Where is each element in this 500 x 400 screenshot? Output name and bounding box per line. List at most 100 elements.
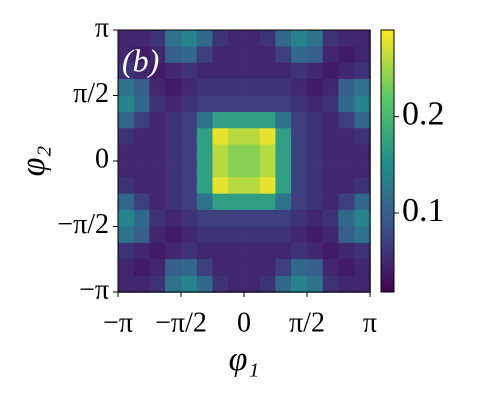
heatmap-cell <box>291 62 308 80</box>
heatmap-cell <box>338 79 355 96</box>
heatmap-cell <box>149 161 166 179</box>
heatmap-cell <box>354 29 371 47</box>
heatmap-cell <box>196 29 214 47</box>
heatmap-cell <box>212 46 229 64</box>
heatmap-cell <box>228 226 245 244</box>
heatmap-cell <box>275 275 292 293</box>
heatmap-cell <box>244 111 261 129</box>
heatmap-cell <box>181 259 198 277</box>
heatmap-cell <box>259 144 277 162</box>
heatmap-cell <box>181 242 198 260</box>
heatmap-cell <box>275 177 292 195</box>
heatmap-cell <box>244 128 261 146</box>
heatmap-cell <box>181 46 198 64</box>
heatmap-cell <box>275 46 292 64</box>
heatmap-cell <box>338 144 355 162</box>
heatmap-cell <box>259 111 277 129</box>
heatmap-cell <box>244 144 261 162</box>
heatmap-cell <box>149 209 166 227</box>
heatmap-cell <box>165 79 182 96</box>
heatmap-cell <box>354 79 371 96</box>
heatmap-cell <box>307 193 324 211</box>
heatmap-cell <box>275 161 292 179</box>
heatmap-cell <box>149 29 166 47</box>
heatmap-cell <box>117 275 135 293</box>
heatmap-cell <box>338 259 355 277</box>
heatmap-cell <box>117 259 135 277</box>
heatmap-cell <box>307 209 324 227</box>
heatmap-cell <box>196 62 214 80</box>
heatmap-cell <box>165 46 182 64</box>
heatmap-cell <box>275 128 292 146</box>
heatmap-cell <box>307 177 324 195</box>
heatmap-cell <box>196 144 214 162</box>
heatmap-cell <box>212 95 229 113</box>
heatmap-cell <box>291 259 308 277</box>
heatmap-cell <box>244 259 261 277</box>
heatmap-cell <box>149 177 166 195</box>
heatmap-cell <box>244 209 261 227</box>
heatmap-cell <box>165 128 182 146</box>
heatmap-cell <box>244 62 261 80</box>
heatmap-cell <box>338 275 355 293</box>
heatmap-cell <box>149 259 166 277</box>
heatmap-cell <box>196 209 214 227</box>
heatmap-cell <box>228 62 245 80</box>
heatmap-cell <box>291 226 308 244</box>
heatmap-cell <box>212 242 229 260</box>
heatmap-cell <box>322 275 340 293</box>
heatmap-cell <box>181 79 198 96</box>
heatmap-cell <box>212 62 229 80</box>
colorbar-tick-label: 0.1 <box>402 192 445 229</box>
heatmap-cell <box>307 259 324 277</box>
heatmap-cell <box>117 46 135 64</box>
heatmap-cell <box>196 95 214 113</box>
heatmap-cell <box>354 242 371 260</box>
heatmap-cell <box>228 193 245 211</box>
heatmap-cell <box>117 242 135 260</box>
heatmap-cell <box>244 46 261 64</box>
heatmap-cell <box>196 242 214 260</box>
heatmap-cell <box>291 144 308 162</box>
heatmap-cell <box>259 226 277 244</box>
heatmap-cell <box>259 275 277 293</box>
heatmap-cell <box>165 29 182 47</box>
heatmap-cell <box>196 193 214 211</box>
heatmap-cell <box>307 161 324 179</box>
x-tick-label: 0 <box>237 307 251 338</box>
heatmap-cell <box>338 111 355 129</box>
heatmap-cell <box>165 226 182 244</box>
heatmap-cell <box>117 95 135 113</box>
heatmap-cell <box>149 46 166 64</box>
heatmap-cell <box>196 226 214 244</box>
heatmap-cell <box>133 46 151 64</box>
heatmap-cell <box>275 193 292 211</box>
heatmap-cell <box>354 144 371 162</box>
heatmap-cell <box>259 161 277 179</box>
heatmap-cell <box>307 226 324 244</box>
heatmap-cell <box>275 29 292 47</box>
heatmap-cell <box>322 46 340 64</box>
heatmap-cell <box>212 275 229 293</box>
heatmap-cell <box>228 144 245 162</box>
heatmap-cell <box>212 144 229 162</box>
heatmap-cell <box>212 128 229 146</box>
heatmap-cell <box>275 226 292 244</box>
heatmap-cell <box>244 193 261 211</box>
heatmap-cell <box>338 242 355 260</box>
heatmap-cell <box>117 62 135 80</box>
heatmap-cell <box>244 95 261 113</box>
heatmap-cell <box>322 62 340 80</box>
heatmap-cell <box>212 177 229 195</box>
heatmap-cell <box>181 111 198 129</box>
heatmap-cell <box>275 242 292 260</box>
heatmap-cell <box>149 242 166 260</box>
heatmap-cell <box>133 161 151 179</box>
heatmap-cell <box>149 144 166 162</box>
heatmap-cell <box>181 209 198 227</box>
heatmap-cell <box>165 144 182 162</box>
heatmap-cell <box>259 95 277 113</box>
heatmap-cell <box>338 209 355 227</box>
heatmap-cell <box>244 79 261 96</box>
heatmap-cell <box>149 193 166 211</box>
